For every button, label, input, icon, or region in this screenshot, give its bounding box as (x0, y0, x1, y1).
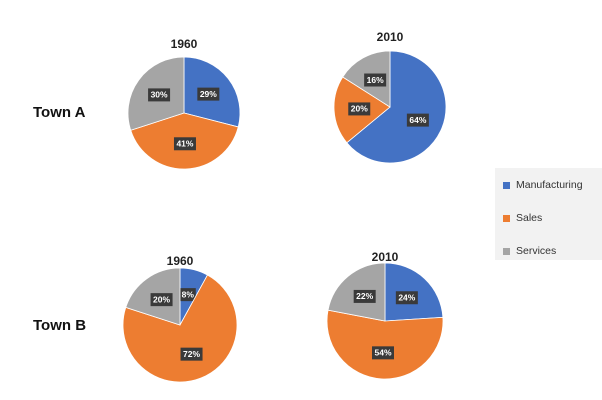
legend: Manufacturing Sales Services (495, 168, 602, 260)
legend-label-services: Services (516, 245, 557, 257)
data-label-bg-town-b-2010-manufacturing (395, 291, 418, 305)
chart-title-town-a-1960: 1960 (171, 37, 198, 51)
town-label-a: Town A (33, 104, 86, 121)
data-label-town-b-1960-services: 20% (153, 294, 170, 304)
data-label-bg-town-a-1960-services (148, 88, 171, 102)
legend-label-manufacturing: Manufacturing (516, 179, 583, 191)
data-label-town-a-1960-services: 30% (151, 90, 168, 100)
data-label-town-b-1960-sales: 72% (183, 349, 200, 359)
data-label-bg-town-a-2010-services (364, 73, 387, 87)
data-label-town-a-2010-manufacturing: 64% (409, 115, 426, 125)
data-label-bg-town-a-2010-sales (348, 102, 371, 116)
data-label-town-a-1960-manufacturing: 29% (200, 89, 217, 99)
data-label-town-b-2010-manufacturing: 24% (398, 293, 415, 303)
pie-slice-town-b-2010-sales (326, 309, 444, 380)
chart-title-town-a-2010: 2010 (377, 30, 404, 44)
data-label-bg-town-a-1960-manufacturing (197, 87, 220, 101)
data-label-bg-town-a-2010-manufacturing (406, 113, 429, 127)
data-label-bg-town-b-1960-sales (180, 347, 203, 361)
data-label-bg-town-b-2010-services (353, 289, 376, 303)
data-label-town-b-2010-sales: 54% (374, 348, 391, 358)
data-label-town-b-1960-manufacturing: 8% (182, 289, 195, 299)
legend-label-sales: Sales (516, 212, 543, 224)
legend-swatch-sales (503, 214, 510, 222)
data-label-bg-town-b-2010-sales (372, 346, 394, 360)
pie-slice-town-a-2010-manufacturing (346, 50, 447, 164)
pie-slice-town-b-1960-sales (122, 274, 238, 383)
legend-swatch-services (503, 247, 510, 255)
data-label-bg-town-b-1960-services (150, 293, 173, 307)
legend-item-sales: Sales (503, 211, 542, 225)
data-label-town-a-1960-sales: 41% (176, 139, 193, 149)
chart-title-town-b-1960: 1960 (167, 254, 194, 268)
data-label-bg-town-b-1960-manufacturing (179, 288, 196, 302)
chart-title-town-b-2010: 2010 (372, 250, 399, 264)
legend-item-services: Services (503, 244, 556, 258)
data-label-town-a-2010-sales: 20% (351, 104, 368, 114)
data-label-bg-town-a-1960-sales (173, 137, 196, 151)
data-label-town-b-2010-services: 22% (356, 291, 373, 301)
data-label-town-a-2010-services: 16% (367, 75, 384, 85)
legend-item-manufacturing: Manufacturing (503, 178, 583, 192)
legend-swatch-manufacturing (503, 181, 510, 189)
town-label-b: Town B (33, 317, 86, 334)
